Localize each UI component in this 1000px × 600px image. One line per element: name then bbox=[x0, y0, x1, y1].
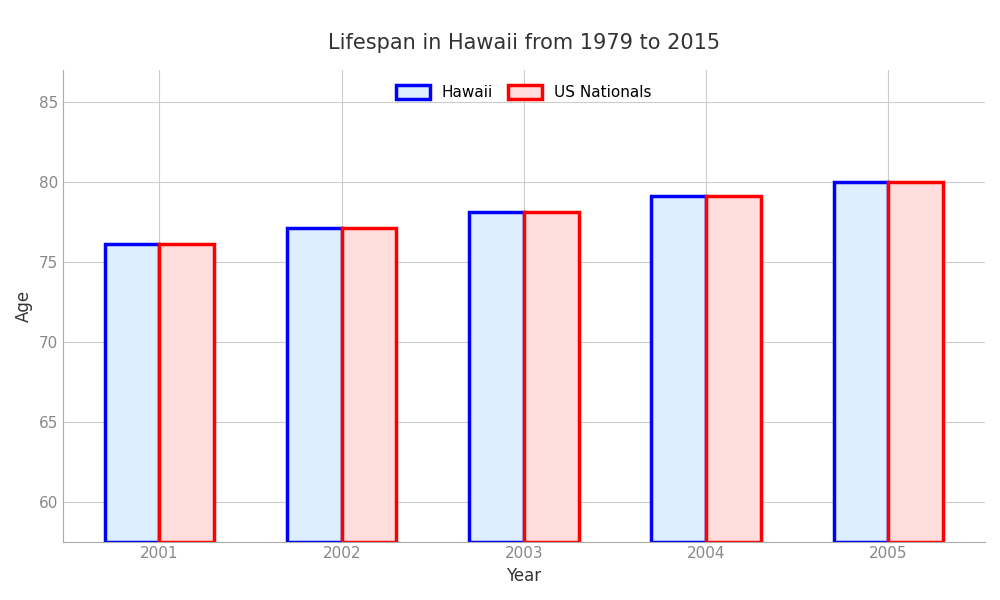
Bar bbox=[706, 196, 761, 542]
Bar bbox=[888, 182, 943, 542]
Y-axis label: Age: Age bbox=[15, 290, 33, 322]
Bar bbox=[651, 196, 706, 542]
Bar bbox=[524, 212, 579, 542]
Title: Lifespan in Hawaii from 1979 to 2015: Lifespan in Hawaii from 1979 to 2015 bbox=[328, 33, 720, 53]
X-axis label: Year: Year bbox=[506, 567, 541, 585]
Legend: Hawaii, US Nationals: Hawaii, US Nationals bbox=[388, 77, 659, 108]
Bar bbox=[342, 228, 396, 542]
Bar bbox=[105, 244, 159, 542]
Bar bbox=[159, 244, 214, 542]
Bar bbox=[287, 228, 342, 542]
Bar bbox=[834, 182, 888, 542]
Bar bbox=[469, 212, 524, 542]
